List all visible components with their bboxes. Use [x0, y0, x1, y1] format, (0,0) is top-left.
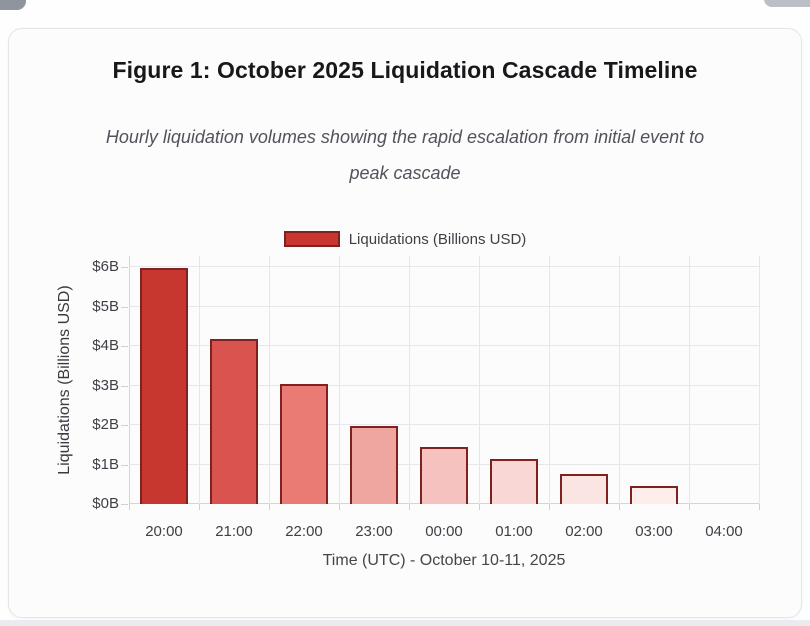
y-tick-label: $3B [92, 376, 119, 394]
x-tick-label: 00:00 [425, 523, 463, 540]
gridline-vertical [689, 256, 690, 504]
x-tick-label: 21:00 [215, 523, 253, 540]
x-tick-label: 02:00 [565, 523, 603, 540]
x-tick-mark [689, 504, 690, 510]
y-tick-mark [121, 504, 128, 505]
figure-subtitle-line-1: Hourly liquidation volumes showing the r… [105, 127, 705, 147]
figure-subtitle: Hourly liquidation volumes showing the r… [9, 119, 801, 191]
y-tick-label: $0B [92, 495, 119, 512]
legend-swatch-icon [283, 231, 340, 247]
x-tick-mark [479, 504, 480, 510]
y-tick-label: $2B [92, 416, 119, 434]
x-tick-mark [199, 504, 200, 510]
gridline-horizontal [129, 424, 759, 426]
bar-00:00[interactable] [420, 447, 468, 504]
y-tick-mark [121, 464, 128, 466]
y-tick-label: $6B [92, 258, 119, 276]
figure-subtitle-line-2: peak cascade [349, 163, 461, 183]
x-tick-mark [339, 504, 340, 510]
gridline-vertical [759, 256, 760, 504]
y-tick-mark [121, 346, 128, 348]
chart: Liquidations (Billions USD) Liquidations… [9, 226, 801, 596]
bar-20:00[interactable] [140, 268, 188, 504]
x-tick-label: 01:00 [495, 523, 533, 540]
x-tick-label: 23:00 [355, 523, 393, 540]
legend-label: Liquidations (Billions USD) [348, 230, 527, 248]
gridline-vertical [619, 256, 620, 504]
chart-legend[interactable]: Liquidations (Billions USD) [9, 229, 801, 249]
x-tick-label: 04:00 [705, 523, 743, 540]
bar-02:00[interactable] [560, 474, 608, 504]
bar-03:00[interactable] [630, 486, 678, 504]
y-tick-mark [121, 306, 128, 308]
x-axis-title: Time (UTC) - October 10-11, 2025 [322, 552, 566, 569]
plot-area [129, 256, 760, 504]
gridline-vertical [479, 256, 480, 504]
x-tick-mark [269, 504, 270, 510]
bar-01:00[interactable] [490, 459, 538, 504]
figure-title: Figure 1: October 2025 Liquidation Casca… [112, 57, 698, 83]
y-tick-label: $5B [92, 297, 119, 315]
gridline-horizontal [129, 345, 759, 347]
gridline-vertical [199, 256, 200, 504]
bar-23:00[interactable] [350, 426, 398, 504]
top-left-ui-fragment [0, 0, 26, 10]
x-tick-mark [619, 504, 620, 510]
gridline-horizontal [129, 305, 759, 307]
x-tick-label: 20:00 [145, 523, 183, 540]
x-tick-label: 22:00 [285, 523, 323, 540]
y-axis-line [129, 256, 130, 504]
gridline-vertical [269, 256, 270, 504]
bar-21:00[interactable] [210, 339, 258, 504]
bottom-band [0, 620, 810, 626]
y-tick-mark [121, 425, 128, 427]
gridline-horizontal [129, 384, 759, 386]
y-tick-mark [121, 267, 128, 269]
gridline-vertical [549, 256, 550, 504]
y-tick-label: $4B [92, 337, 119, 355]
y-tick-mark [121, 385, 128, 387]
x-tick-mark [129, 504, 130, 510]
x-tick-mark [759, 504, 760, 510]
gridline-vertical [409, 256, 410, 504]
bar-22:00[interactable] [280, 384, 328, 504]
top-right-ui-fragment [764, 0, 810, 7]
figure-card: Figure 1: October 2025 Liquidation Casca… [8, 28, 802, 618]
gridline-vertical [339, 256, 340, 504]
gridline-horizontal [129, 266, 759, 268]
x-tick-mark [409, 504, 410, 510]
y-tick-label: $1B [92, 455, 119, 473]
x-tick-mark [549, 504, 550, 510]
x-tick-label: 03:00 [635, 523, 673, 540]
